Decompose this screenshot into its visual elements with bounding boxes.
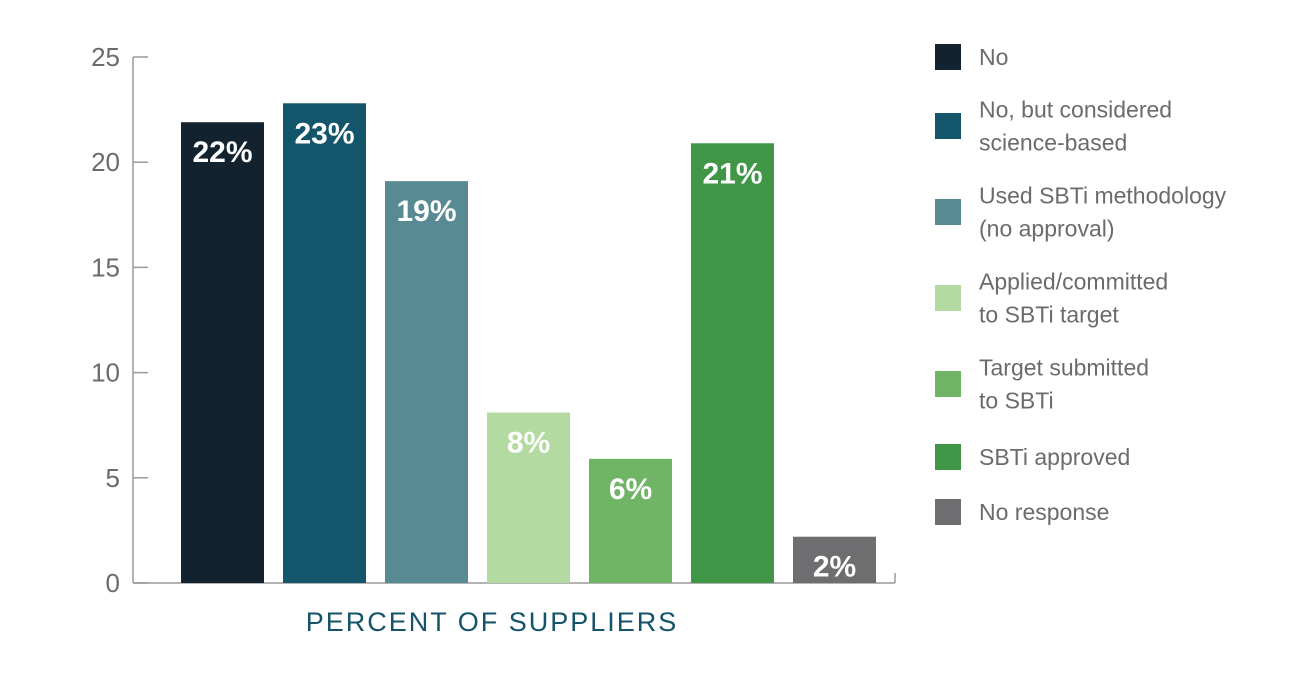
legend-item: SBTi approved — [935, 444, 1130, 470]
bar — [487, 412, 570, 583]
y-tick-label: 10 — [91, 358, 120, 388]
x-axis-label: PERCENT OF SUPPLIERS — [306, 607, 679, 637]
legend-swatch — [935, 499, 961, 525]
legend-label: No — [979, 44, 1008, 70]
legend-swatch — [935, 371, 961, 397]
legend-item: Applied/committed to SBTi target — [935, 269, 1168, 328]
bar — [691, 143, 774, 583]
legend-label: to SBTi — [979, 388, 1054, 414]
legend-label: Target submitted — [979, 355, 1149, 381]
y-axis: 0 5 10 15 20 25 — [91, 42, 896, 598]
legend-label: SBTi approved — [979, 444, 1130, 470]
bar-value-label: 22% — [192, 136, 252, 169]
y-tick-label: 15 — [91, 252, 120, 282]
y-tick-label: 5 — [106, 463, 120, 493]
bar — [385, 181, 468, 584]
y-tick-label: 20 — [91, 147, 120, 177]
legend-item: No, but considered science-based — [935, 97, 1172, 156]
legend-label: to SBTi target — [979, 302, 1119, 328]
bar-value-label: 19% — [396, 195, 456, 228]
legend-item: Used SBTi methodology (no approval) — [935, 183, 1227, 242]
bar-value-label: 21% — [702, 157, 762, 190]
y-tick-label: 0 — [106, 568, 120, 598]
legend: No No, but considered science-based Used SB… — [935, 44, 1227, 525]
legend-item: No — [935, 44, 1008, 70]
bar — [793, 536, 876, 583]
bars — [181, 103, 876, 584]
legend-label: science-based — [979, 130, 1127, 156]
legend-swatch — [935, 199, 961, 225]
bar-value-label: 23% — [294, 117, 354, 150]
legend-swatch — [935, 285, 961, 311]
bar — [283, 103, 366, 584]
legend-swatch — [935, 113, 961, 139]
legend-label: (no approval) — [979, 216, 1115, 242]
y-tick-label: 25 — [91, 42, 120, 72]
bar-labels: 22% 23% 19% 8% 6% 21% 2% — [192, 117, 856, 583]
legend-label: No, but considered — [979, 97, 1172, 123]
legend-item: Target submitted to SBTi — [935, 355, 1149, 414]
legend-label: No response — [979, 499, 1109, 525]
bar-value-label: 8% — [507, 427, 550, 460]
bar — [181, 122, 264, 583]
legend-item: No response — [935, 499, 1109, 525]
legend-swatch — [935, 44, 961, 70]
legend-label: Applied/committed — [979, 269, 1168, 295]
bar — [589, 458, 672, 583]
bar-value-label: 2% — [813, 551, 856, 584]
legend-label: Used SBTi methodology — [979, 183, 1227, 209]
legend-swatch — [935, 444, 961, 470]
bar-value-label: 6% — [609, 473, 652, 506]
